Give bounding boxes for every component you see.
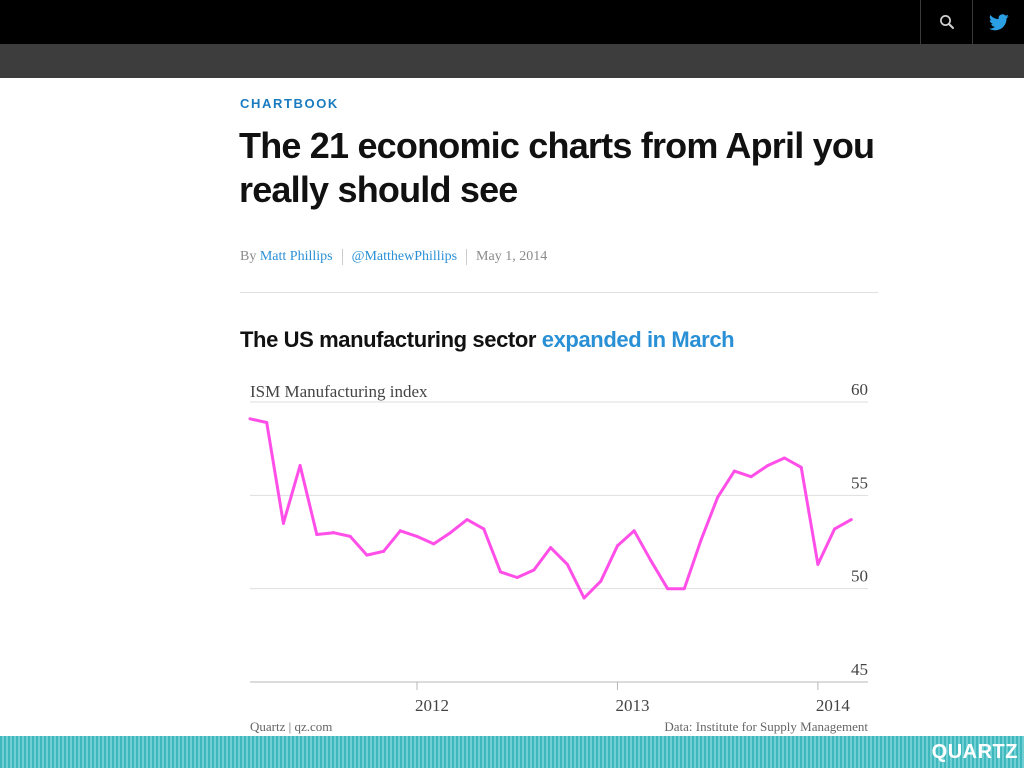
- search-button[interactable]: [920, 0, 972, 44]
- data-point-2012-01: [415, 534, 419, 538]
- byline: By Matt Phillips @MatthewPhillips May 1,…: [240, 248, 547, 266]
- data-point-2011-08: [332, 531, 336, 535]
- data-point-2012-09: [549, 546, 553, 550]
- chart-credit: Quartz | qz.com: [250, 719, 332, 734]
- chart-source: Data: Institute for Supply Management: [664, 719, 868, 734]
- footer-strip: [0, 736, 1024, 768]
- data-point-2013-09: [749, 475, 753, 479]
- byline-divider: [341, 249, 343, 265]
- top-navigation-bar: [0, 0, 1024, 44]
- chart-title: ISM Manufacturing index: [250, 382, 428, 401]
- data-point-2011-10: [365, 553, 369, 557]
- data-point-2011-06: [298, 463, 302, 467]
- data-point-2012-08: [532, 568, 536, 572]
- chart-heading: The US manufacturing sector expanded in …: [240, 327, 735, 353]
- twitter-share-button[interactable]: [972, 0, 1024, 44]
- ism-index-line: [249, 417, 853, 600]
- data-point-2012-02: [432, 542, 436, 546]
- data-point-2013-10: [766, 463, 770, 467]
- data-point-2011-12: [398, 529, 402, 533]
- data-point-2013-04: [666, 587, 670, 591]
- data-point-2013-03: [649, 559, 653, 563]
- x-tick-label: 2013: [615, 696, 649, 715]
- secondary-navigation-bar: [0, 44, 1024, 78]
- byline-divider: [466, 249, 468, 265]
- chart-grid: 60 55 50 45: [250, 380, 868, 683]
- data-point-2013-05: [682, 587, 686, 591]
- x-tick-label: 2014: [816, 696, 851, 715]
- byline-divider-rule: [240, 292, 878, 293]
- data-point-2011-09: [348, 534, 352, 538]
- data-point-2013-01: [615, 544, 619, 548]
- twitter-icon: [988, 13, 1009, 30]
- ism-index-points: [248, 417, 853, 600]
- search-icon: [939, 15, 954, 29]
- data-point-2012-11: [582, 596, 586, 600]
- data-point-2012-04: [465, 518, 469, 522]
- chart-heading-text: The US manufacturing sector: [240, 327, 537, 352]
- byline-prefix: By: [240, 249, 257, 264]
- data-point-2011-05: [281, 521, 285, 525]
- ism-chart: 60 55 50 45 2012 2013 2014 ISM Manufacturing …: [248, 380, 868, 734]
- publish-date: May 1, 2014: [476, 249, 548, 264]
- chart-x-axis: 2012 2013 2014: [415, 682, 850, 715]
- data-point-2012-10: [565, 562, 569, 566]
- data-point-2011-11: [382, 549, 386, 553]
- data-point-2011-04: [265, 421, 269, 425]
- data-point-2012-06: [499, 570, 503, 574]
- data-point-2011-07: [315, 533, 319, 537]
- data-point-2012-12: [599, 579, 603, 583]
- article-headline: The 21 economic charts from April you re…: [239, 125, 875, 210]
- data-point-2013-06: [699, 538, 703, 542]
- y-tick-label: 60: [851, 380, 868, 399]
- data-point-2014-03: [849, 518, 853, 522]
- data-point-2011-03: [248, 417, 252, 421]
- author-link[interactable]: Matt Phillips: [259, 249, 333, 264]
- y-tick-label: 50: [851, 567, 868, 586]
- y-tick-label: 45: [851, 660, 868, 679]
- data-point-2012-07: [515, 575, 519, 579]
- data-point-2014-01: [816, 562, 820, 566]
- twitter-handle-link[interactable]: @MatthewPhillips: [351, 249, 458, 264]
- data-point-2013-08: [732, 469, 736, 473]
- data-point-2013-02: [632, 529, 636, 533]
- section-kicker[interactable]: CHARTBOOK: [240, 96, 339, 111]
- y-tick-label: 55: [851, 473, 868, 492]
- data-point-2012-05: [482, 527, 486, 531]
- quartz-logo: QUARTZ: [931, 741, 1018, 763]
- data-point-2013-07: [716, 495, 720, 499]
- data-point-2013-12: [799, 465, 803, 469]
- data-point-2012-03: [448, 531, 452, 535]
- chart-heading-link[interactable]: expanded in March: [541, 327, 735, 352]
- x-tick-label: 2012: [415, 696, 449, 715]
- data-point-2013-11: [782, 456, 786, 460]
- data-point-2014-02: [833, 527, 837, 531]
